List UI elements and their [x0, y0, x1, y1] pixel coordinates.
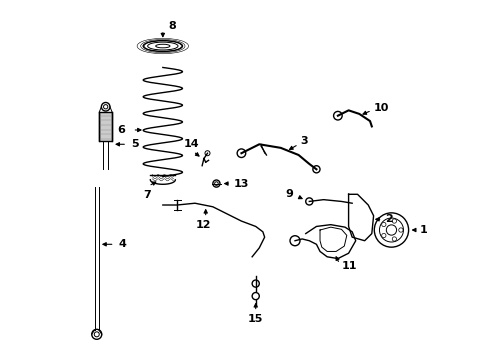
Text: 3: 3 [300, 136, 308, 147]
Text: 9: 9 [285, 189, 293, 199]
Text: 6: 6 [118, 125, 125, 135]
Text: 11: 11 [342, 261, 357, 271]
Circle shape [392, 237, 396, 241]
Circle shape [399, 228, 403, 232]
Text: 4: 4 [118, 239, 126, 249]
Text: 7: 7 [143, 190, 150, 200]
Text: 5: 5 [131, 139, 138, 149]
Text: 13: 13 [234, 179, 249, 189]
FancyBboxPatch shape [99, 112, 112, 141]
Text: 1: 1 [419, 225, 427, 235]
Circle shape [392, 219, 396, 223]
Text: 2: 2 [386, 214, 393, 224]
Text: 8: 8 [168, 21, 176, 31]
Text: 15: 15 [248, 314, 264, 324]
Text: 14: 14 [184, 139, 199, 149]
Circle shape [382, 233, 386, 238]
Text: 12: 12 [196, 220, 212, 230]
Text: 10: 10 [373, 103, 389, 113]
Circle shape [382, 222, 386, 226]
